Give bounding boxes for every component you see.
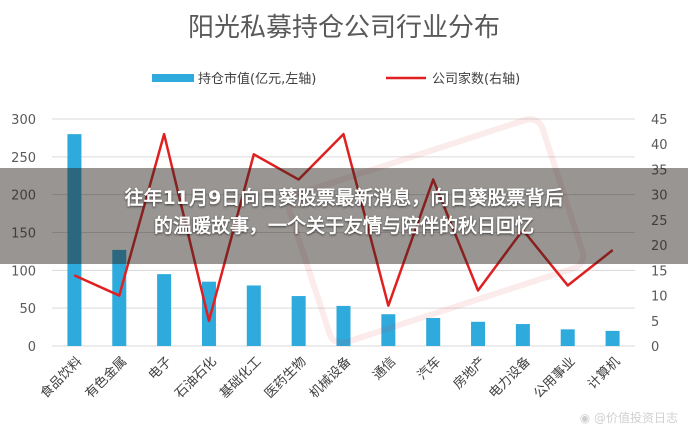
line-series: [73, 132, 614, 323]
category-label: 有色金属: [82, 354, 130, 402]
right-tick-label: 35: [651, 163, 668, 178]
bar: [246, 285, 261, 346]
line-point: [432, 179, 434, 181]
bar: [336, 305, 351, 346]
line-point: [163, 133, 165, 135]
right-tick-label: 20: [651, 239, 668, 254]
legend: 持仓市值(亿元,左轴) 公司家数(右轴): [152, 71, 520, 87]
bar: [291, 296, 306, 346]
watermark-text: @价值投资日志: [593, 411, 678, 425]
category-label: 汽车: [414, 354, 444, 384]
line-point: [387, 305, 389, 307]
right-axis-ticks: 0 5 10 15 20 25 30 35 40 45: [651, 113, 668, 355]
line-point: [612, 249, 614, 251]
chart-title: 阳光私募持仓公司行业分布: [188, 13, 500, 43]
right-tick-label: 5: [651, 315, 659, 330]
headline-overlay: 往年11月9日向日葵股票最新消息，向日葵股票背后 的温暖故事，一个关于友情与陪伴…: [0, 184, 688, 240]
bar: [515, 324, 530, 346]
category-label: 机械设备: [306, 354, 354, 402]
bar: [112, 249, 127, 346]
line-point: [298, 179, 300, 181]
bar: [426, 318, 441, 346]
headline-line-1: 往年11月9日向日葵股票最新消息，向日葵股票背后: [124, 187, 564, 209]
category-label: 医药生物: [262, 354, 309, 401]
left-tick-label: 250: [11, 151, 36, 166]
line-point: [522, 229, 524, 231]
bar: [381, 314, 396, 346]
bar: [560, 329, 575, 346]
right-tick-label: 0: [651, 340, 659, 355]
bar: [67, 134, 82, 346]
category-label: 电力设备: [486, 354, 534, 402]
right-tick-label: 40: [651, 138, 668, 153]
right-tick-label: 30: [651, 189, 668, 204]
right-tick-label: 10: [651, 290, 668, 305]
weibo-icon: ◉: [579, 411, 594, 425]
category-label: 电子: [146, 354, 175, 383]
right-tick-label: 45: [651, 113, 668, 128]
watermark: ◉ @价值投资日志: [580, 409, 678, 426]
right-tick-label: 15: [651, 264, 668, 279]
legend-label-company-count: 公司家数(右轴): [432, 71, 520, 87]
left-axis-ticks: 0 50 100 150 200 250 300: [11, 113, 36, 355]
left-tick-label: 150: [11, 227, 36, 242]
left-tick-label: 100: [11, 264, 36, 279]
category-label: 基础化工: [217, 354, 264, 401]
category-label: 通信: [370, 354, 399, 383]
left-tick-label: 50: [19, 302, 36, 317]
category-label: 房地产: [450, 354, 489, 393]
line-point: [118, 295, 120, 297]
category-label: 食品饮料: [37, 354, 85, 402]
line-point: [73, 274, 75, 276]
line-point: [477, 290, 479, 292]
bar: [605, 330, 620, 346]
line-point: [208, 320, 210, 322]
right-tick-label: 25: [651, 214, 668, 229]
headline-line-2: 的温暖故事，一个关于友情与陪伴的秋日回忆: [153, 215, 534, 237]
bar: [471, 321, 486, 346]
category-label: 计算机: [585, 354, 623, 392]
left-tick-label: 0: [28, 340, 36, 355]
left-tick-label: 300: [11, 113, 36, 128]
line-point: [567, 284, 569, 286]
bar: [201, 281, 216, 346]
headline-overlay-band: [0, 168, 688, 264]
category-label: 公用事业: [531, 354, 578, 401]
line-point: [253, 153, 255, 155]
legend-bar-swatch: [152, 74, 194, 82]
grid-lines: [52, 118, 635, 347]
line-point: [343, 133, 344, 135]
legend-label-market-value: 持仓市值(亿元,左轴): [198, 71, 316, 87]
bar: [157, 274, 172, 346]
left-tick-label: 200: [11, 189, 36, 204]
category-label: 石油石化: [172, 354, 219, 401]
bar-series: [67, 134, 620, 346]
